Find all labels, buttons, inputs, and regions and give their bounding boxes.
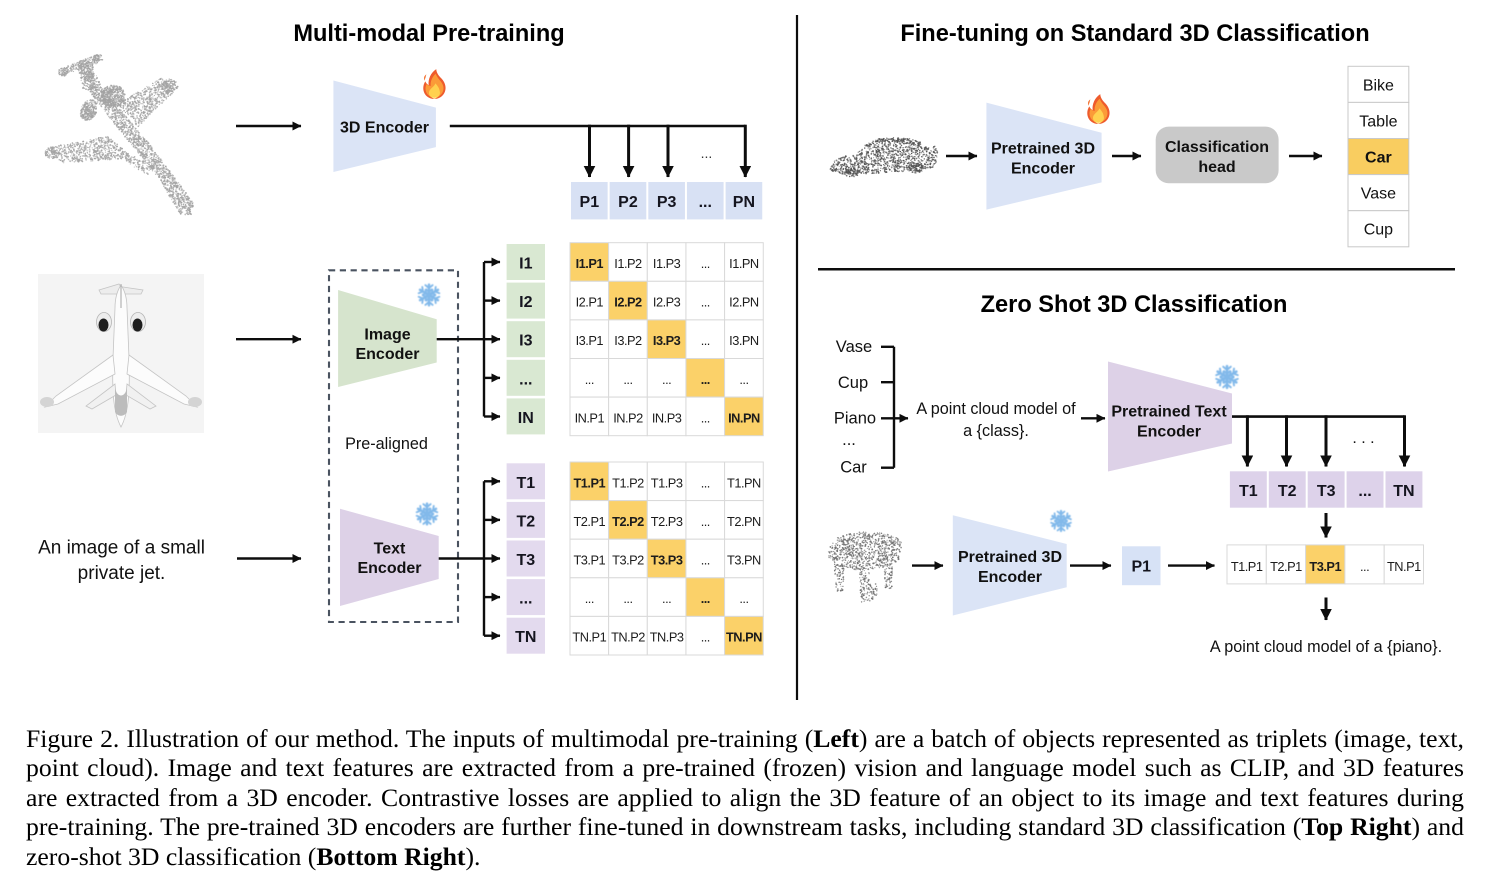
- svg-text:...: ...: [701, 372, 710, 387]
- svg-text:...: ...: [701, 256, 710, 271]
- svg-text:P1: P1: [580, 194, 600, 211]
- svg-text:TN: TN: [515, 629, 536, 646]
- svg-text:I3: I3: [519, 333, 532, 350]
- svg-text:I2.P3: I2.P3: [653, 295, 681, 310]
- svg-text:private jet.: private jet.: [78, 563, 166, 584]
- svg-text:T2.P2: T2.P2: [612, 514, 644, 529]
- svg-text:...: ...: [701, 145, 713, 161]
- svg-text:...: ...: [739, 591, 748, 606]
- svg-text:Text: Text: [374, 541, 406, 558]
- svg-text:IN.P3: IN.P3: [652, 410, 682, 425]
- svg-text:...: ...: [585, 372, 594, 387]
- svg-text:...: ...: [701, 475, 710, 490]
- svg-text:I1.P1: I1.P1: [576, 256, 604, 271]
- svg-text:I3.P1: I3.P1: [576, 333, 604, 348]
- svg-text:I1.P3: I1.P3: [653, 256, 681, 271]
- svg-text:I2.P2: I2.P2: [614, 295, 642, 310]
- svg-text:I2.P1: I2.P1: [576, 295, 604, 310]
- svg-text:I1.P2: I1.P2: [614, 256, 642, 271]
- svg-text:...: ...: [701, 410, 710, 425]
- svg-text:I3.P3: I3.P3: [653, 333, 681, 348]
- svg-text:Fine-tuning on Standard 3D Cla: Fine-tuning on Standard 3D Classificatio…: [900, 21, 1369, 47]
- svg-text:...: ...: [701, 514, 710, 529]
- svg-text:...: ...: [699, 194, 712, 211]
- svg-text:P3: P3: [657, 194, 677, 211]
- svg-text:T3.P3: T3.P3: [651, 553, 683, 568]
- svg-text:I1: I1: [519, 256, 532, 273]
- svg-text:IN.PN: IN.PN: [728, 410, 760, 425]
- svg-text:T2.P1: T2.P1: [573, 514, 605, 529]
- svg-text:...: ...: [585, 591, 594, 606]
- svg-text:...: ...: [701, 295, 710, 310]
- svg-text:TN.P2: TN.P2: [611, 630, 645, 645]
- svg-text:...: ...: [701, 591, 710, 606]
- svg-text:P2: P2: [618, 194, 638, 211]
- svg-text:Zero Shot 3D Classification: Zero Shot 3D Classification: [981, 292, 1288, 318]
- svg-text:Image: Image: [364, 327, 410, 344]
- svg-text:T1.PN: T1.PN: [727, 475, 761, 490]
- svg-text:TN.P3: TN.P3: [650, 630, 684, 645]
- svg-text:I2: I2: [519, 294, 532, 311]
- svg-text:Pre-aligned: Pre-aligned: [345, 435, 428, 453]
- svg-text:An image of a small: An image of a small: [38, 538, 205, 559]
- svg-text:IN.P2: IN.P2: [613, 410, 643, 425]
- svg-text:I3.P2: I3.P2: [614, 333, 642, 348]
- svg-text:I3.PN: I3.PN: [729, 333, 759, 348]
- svg-text:...: ...: [519, 591, 532, 608]
- svg-text:...: ...: [519, 371, 532, 388]
- svg-text:...: ...: [739, 372, 748, 387]
- svg-text:...: ...: [662, 372, 671, 387]
- svg-text:...: ...: [623, 372, 632, 387]
- svg-text:T3.P1: T3.P1: [573, 553, 605, 568]
- svg-text:...: ...: [701, 333, 710, 348]
- svg-text:PN: PN: [733, 194, 755, 211]
- svg-text:IN: IN: [518, 410, 534, 427]
- svg-text:T2: T2: [516, 513, 535, 530]
- svg-text:T1.P1: T1.P1: [573, 475, 605, 490]
- svg-text:IN.P1: IN.P1: [575, 410, 605, 425]
- svg-text:...: ...: [623, 591, 632, 606]
- svg-text:T3: T3: [516, 552, 535, 569]
- svg-text:...: ...: [701, 630, 710, 645]
- svg-text:T1.P3: T1.P3: [651, 475, 683, 490]
- svg-text:I2.PN: I2.PN: [729, 295, 759, 310]
- svg-text:T2.PN: T2.PN: [727, 514, 761, 529]
- svg-text:TN.P1: TN.P1: [572, 630, 606, 645]
- svg-text:T3.PN: T3.PN: [727, 553, 761, 568]
- svg-text:TN.PN: TN.PN: [726, 630, 762, 645]
- svg-text:...: ...: [701, 553, 710, 568]
- svg-text:Encoder: Encoder: [357, 560, 421, 577]
- svg-text:T1: T1: [516, 475, 535, 492]
- svg-text:T3.P2: T3.P2: [612, 553, 644, 568]
- svg-text:T1.P2: T1.P2: [612, 475, 644, 490]
- svg-text:3D Encoder: 3D Encoder: [340, 120, 429, 137]
- svg-text:Multi-modal Pre-training: Multi-modal Pre-training: [293, 21, 564, 47]
- svg-text:...: ...: [662, 591, 671, 606]
- svg-text:I1.PN: I1.PN: [729, 256, 759, 271]
- svg-text:Encoder: Encoder: [355, 346, 419, 363]
- svg-text:T2.P3: T2.P3: [651, 514, 683, 529]
